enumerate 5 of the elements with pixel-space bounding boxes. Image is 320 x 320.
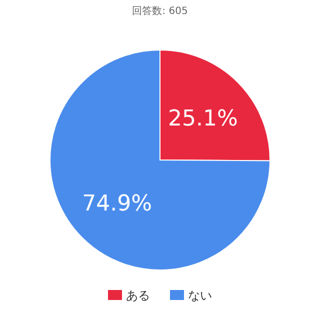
- chart-title: 回答数: 605: [132, 5, 188, 17]
- data-label: 25.1%: [168, 106, 238, 132]
- legend-label: ある: [126, 288, 150, 302]
- legend-label: ない: [188, 288, 212, 302]
- data-label: 74.9%: [82, 192, 152, 217]
